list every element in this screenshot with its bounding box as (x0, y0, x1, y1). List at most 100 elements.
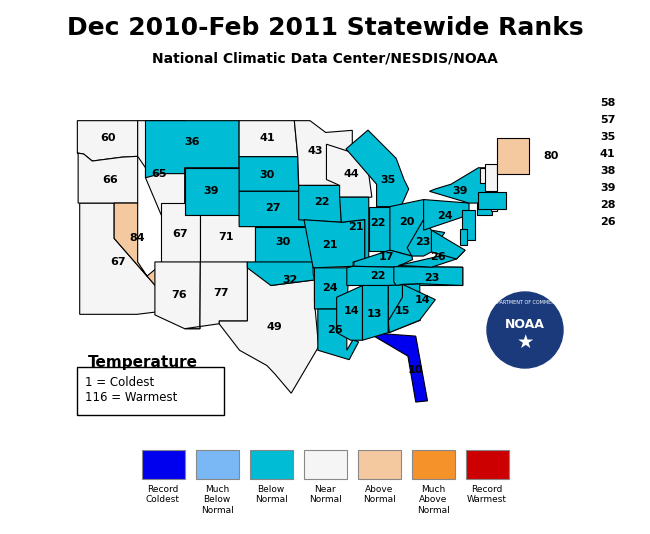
Polygon shape (138, 121, 185, 215)
Polygon shape (239, 156, 299, 191)
FancyBboxPatch shape (411, 450, 454, 478)
Polygon shape (161, 203, 200, 262)
Text: 32: 32 (283, 274, 298, 285)
Text: National Climatic Data Center/NESDIS/NOAA: National Climatic Data Center/NESDIS/NOA… (152, 51, 498, 65)
Polygon shape (491, 203, 497, 211)
Text: 65: 65 (151, 169, 166, 179)
Text: 1 = Coldest
116 = Warmest: 1 = Coldest 116 = Warmest (85, 376, 177, 404)
Text: 14: 14 (344, 307, 359, 316)
Text: 15: 15 (395, 307, 410, 316)
Text: 57: 57 (600, 115, 616, 125)
Polygon shape (388, 284, 421, 333)
Polygon shape (368, 333, 428, 402)
Polygon shape (185, 168, 239, 215)
FancyBboxPatch shape (77, 367, 224, 415)
FancyBboxPatch shape (196, 450, 239, 478)
Text: 67: 67 (172, 229, 188, 239)
Polygon shape (363, 286, 388, 340)
Text: 30: 30 (259, 170, 274, 180)
Text: 20: 20 (398, 217, 414, 227)
Text: 23: 23 (424, 273, 439, 284)
Polygon shape (185, 262, 248, 329)
Polygon shape (80, 203, 156, 315)
Polygon shape (255, 226, 313, 262)
Text: Dec 2010-Feb 2011 Statewide Ranks: Dec 2010-Feb 2011 Statewide Ranks (67, 16, 583, 40)
Polygon shape (460, 229, 467, 246)
Text: Below
Normal: Below Normal (255, 485, 287, 505)
Text: 27: 27 (265, 203, 280, 213)
Polygon shape (219, 268, 318, 393)
Polygon shape (114, 203, 161, 287)
Polygon shape (346, 130, 409, 207)
Polygon shape (388, 284, 436, 333)
Text: ★: ★ (516, 333, 534, 351)
Polygon shape (394, 266, 463, 286)
Text: 43: 43 (307, 146, 323, 156)
Text: 77: 77 (214, 287, 229, 297)
Text: 80: 80 (543, 151, 558, 161)
Text: 14: 14 (414, 295, 430, 304)
Text: 13: 13 (367, 309, 382, 319)
Polygon shape (77, 153, 138, 203)
Text: 41: 41 (600, 149, 616, 159)
Polygon shape (339, 197, 369, 263)
Polygon shape (77, 121, 138, 161)
Circle shape (487, 292, 563, 368)
Text: 26: 26 (327, 325, 343, 335)
Text: 22: 22 (314, 197, 330, 207)
Polygon shape (318, 309, 359, 360)
Text: 21: 21 (348, 222, 363, 232)
Text: 67: 67 (111, 257, 126, 267)
Text: NOAA: NOAA (505, 318, 545, 332)
FancyBboxPatch shape (304, 450, 346, 478)
Text: 58: 58 (600, 98, 616, 108)
Text: 22: 22 (370, 218, 386, 228)
Text: 44: 44 (344, 169, 359, 179)
Text: Near
Normal: Near Normal (309, 485, 341, 505)
Text: Much
Above
Normal: Much Above Normal (417, 485, 449, 515)
Polygon shape (248, 262, 315, 286)
Text: Much
Below
Normal: Much Below Normal (201, 485, 233, 515)
Polygon shape (146, 121, 239, 178)
Text: 17: 17 (378, 252, 394, 262)
Text: 21: 21 (322, 240, 337, 250)
Polygon shape (432, 230, 465, 259)
Text: 71: 71 (218, 232, 234, 242)
Text: 10: 10 (408, 365, 423, 375)
Text: 39: 39 (203, 186, 219, 197)
Polygon shape (155, 262, 200, 329)
Polygon shape (337, 286, 363, 340)
Text: 26: 26 (600, 217, 616, 227)
Polygon shape (486, 164, 497, 191)
Text: 28: 28 (600, 200, 616, 210)
Text: 49: 49 (267, 321, 283, 332)
Text: 36: 36 (185, 137, 200, 147)
FancyBboxPatch shape (465, 450, 508, 478)
Polygon shape (462, 210, 474, 240)
Polygon shape (480, 168, 490, 183)
Text: Record
Warmest: Record Warmest (467, 485, 507, 505)
Polygon shape (477, 203, 492, 215)
Text: 66: 66 (103, 175, 118, 185)
Text: 26: 26 (430, 252, 445, 262)
Polygon shape (354, 250, 413, 267)
Polygon shape (430, 168, 494, 203)
Text: Record
Coldest: Record Coldest (146, 485, 180, 505)
Text: 23: 23 (415, 237, 430, 247)
Text: Temperature: Temperature (88, 355, 198, 370)
FancyBboxPatch shape (142, 450, 185, 478)
Polygon shape (369, 207, 390, 252)
Polygon shape (347, 266, 463, 286)
Polygon shape (315, 268, 353, 309)
Polygon shape (200, 215, 255, 262)
Text: 84: 84 (130, 233, 146, 244)
Text: 41: 41 (259, 134, 275, 143)
Text: 38: 38 (600, 166, 616, 176)
Text: 76: 76 (172, 290, 187, 300)
FancyBboxPatch shape (358, 450, 400, 478)
Polygon shape (407, 219, 445, 256)
Polygon shape (478, 192, 506, 209)
Text: 24: 24 (322, 283, 337, 293)
Text: DEPARTMENT OF COMMERCE: DEPARTMENT OF COMMERCE (489, 300, 560, 304)
Polygon shape (326, 144, 372, 197)
